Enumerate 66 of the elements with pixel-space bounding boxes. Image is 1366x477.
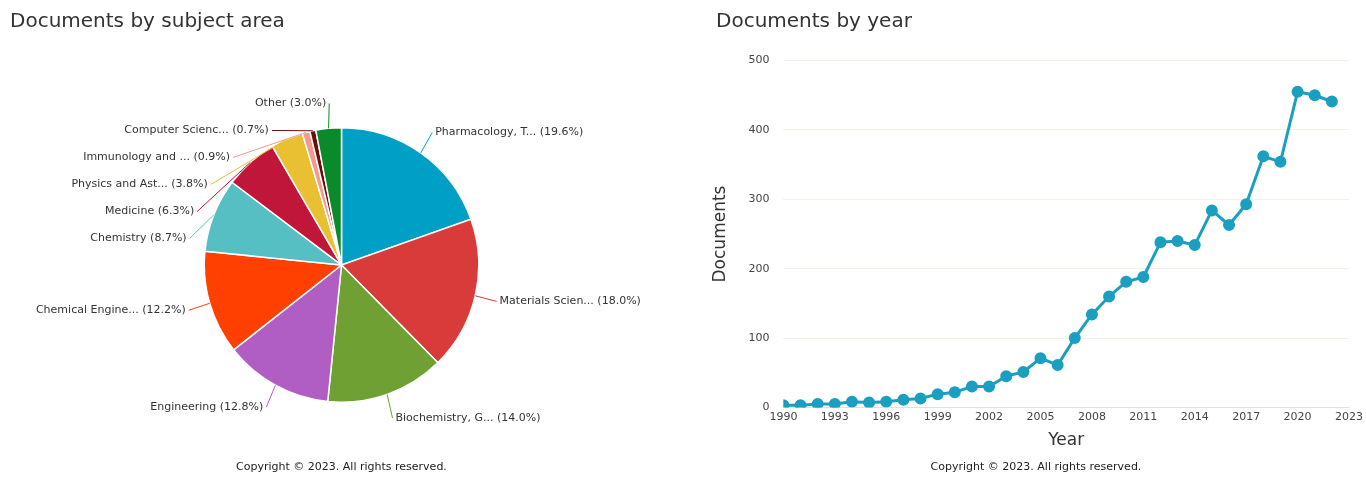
x-tick-label: 2017 [1232,409,1261,423]
point [1188,239,1201,252]
point [948,386,961,399]
x-tick-label: 2008 [1077,409,1106,423]
y-tick-label: 300 [748,192,770,206]
point [880,395,893,408]
x-tick-label: 2020 [1283,409,1312,423]
slice-label: Physics and Ast... (3.8%) [71,177,208,191]
y-tick-label: 500 [748,53,770,67]
point [863,396,876,408]
x-axis-title: Year [1047,429,1085,450]
point [965,380,978,393]
point [1137,271,1150,283]
point [1103,290,1116,303]
point [1017,366,1030,379]
x-tick-label: 1990 [769,409,798,423]
y-tick-label: 400 [748,122,770,136]
x-tick-label: 2005 [1026,409,1055,423]
slice-label: Chemistry (8.7%) [90,231,187,245]
x-tick-label: 2014 [1180,409,1209,423]
y-axis-title: Documents [708,185,729,283]
point [1051,359,1064,372]
slice-label: Engineering (12.8%) [150,400,264,414]
x-tick-label: 2011 [1129,409,1158,423]
point [931,388,944,401]
point [1000,370,1013,383]
x-tick-label: 2023 [1335,409,1363,423]
point [1034,352,1047,365]
slice-label: Biochemistry, G... (14.0%) [395,410,541,424]
point [1291,85,1304,98]
slice-label: Immunology and ... (0.9%) [83,150,230,164]
point [828,397,841,408]
y-tick-label: 200 [748,261,770,275]
y-tick-label: 0 [762,400,770,414]
chart-title: Documents by year [716,8,912,32]
point [1085,308,1098,321]
point [1325,95,1338,108]
x-tick-label: 2002 [975,409,1004,423]
point [1223,218,1236,231]
point [1308,89,1321,102]
point [1240,198,1253,211]
slice-label: Chemical Engine... (12.2%) [35,303,186,317]
point [914,392,927,405]
slice-label: Computer Scienc... (0.7%) [124,123,269,137]
point [1257,150,1270,163]
text: Copyright © 2023. All rights reserved. [235,460,448,473]
point [1120,275,1133,288]
point [1205,204,1218,217]
chart-title: Documents by subject area [10,8,285,32]
point [811,397,824,408]
point [1171,234,1184,247]
point [1154,236,1167,249]
point [1274,155,1287,168]
point [845,395,858,408]
slice-label: Pharmacology, T... (19.6%) [435,125,584,139]
point [897,393,910,406]
x-tick-label: 1996 [872,409,901,423]
slice-label: Medicine (6.3%) [105,204,195,218]
x-tick-label: 1999 [923,409,952,423]
point [983,380,996,393]
slice-label: Other (3.0%) [254,96,327,110]
point [1068,332,1081,345]
y-tick-label: 100 [748,330,770,344]
slice-label: Materials Scien... (18.0%) [499,294,641,308]
text: Copyright © 2023. All rights reserved. [929,460,1143,473]
x-tick-label: 1993 [820,409,849,423]
